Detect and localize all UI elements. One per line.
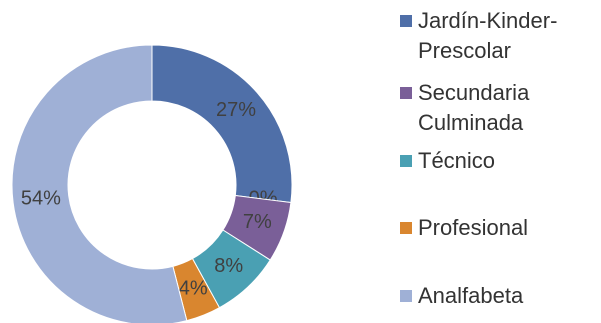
slice-label: 4% (179, 277, 208, 299)
legend-label: Jardín-Kinder-Prescolar (418, 8, 558, 63)
legend-swatch (400, 290, 412, 302)
legend-swatch (400, 222, 412, 234)
donut-slice (151, 44, 293, 204)
legend-label: Analfabeta (418, 283, 524, 308)
legend-item: Técnico (400, 146, 585, 176)
slice-label: 27% (216, 99, 256, 121)
legend-swatch (400, 15, 412, 27)
legend-label: Profesional (418, 215, 529, 240)
slice-label: 54% (21, 187, 61, 209)
legend-item: Profesional (400, 213, 585, 243)
slice-label: 8% (214, 255, 243, 277)
legend-label: Secundaria Culminada (418, 80, 530, 135)
legend-swatch (400, 87, 412, 99)
legend-item: Analfabeta (400, 281, 585, 311)
legend-item: Secundaria Culminada (400, 78, 585, 138)
legend-swatch (400, 155, 412, 167)
donut-slice (11, 44, 188, 323)
slice-label: 7% (243, 211, 272, 233)
legend-item: Jardín-Kinder-Prescolar (400, 6, 585, 66)
legend-label: Técnico (418, 148, 496, 173)
